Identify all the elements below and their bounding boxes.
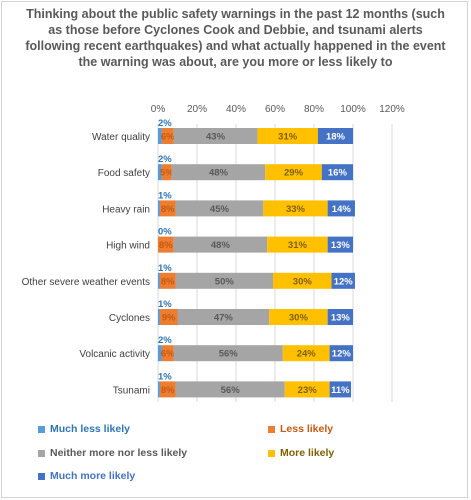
bar-segment	[159, 200, 176, 217]
bar-segment	[159, 381, 176, 398]
data-label: 56%	[219, 349, 239, 360]
data-label: 30%	[293, 276, 313, 287]
bar-segment	[173, 236, 268, 253]
data-label: 2%	[158, 335, 172, 346]
data-label: 14%	[332, 204, 352, 215]
data-label: 13%	[331, 240, 351, 251]
data-label: 5%	[160, 168, 174, 179]
data-label: 0%	[158, 227, 172, 238]
bar-segment	[177, 309, 270, 325]
x-tick-label: 20%	[187, 104, 207, 115]
bar-segment	[161, 345, 174, 362]
bar-segment	[263, 200, 328, 217]
bar-segment	[331, 272, 355, 289]
category-label: High wind	[106, 241, 150, 252]
x-tick-label: 0%	[151, 104, 166, 115]
bar-segment	[329, 381, 352, 398]
bar-segment	[158, 345, 162, 362]
bar-segment	[257, 128, 318, 144]
data-label: 29%	[284, 168, 304, 179]
bar-segment	[171, 164, 266, 181]
bar-segment	[327, 236, 353, 253]
data-label: 47%	[214, 313, 234, 324]
data-label: 23%	[298, 385, 318, 396]
x-tick-label: 120%	[379, 104, 405, 115]
data-label: 1%	[158, 263, 172, 274]
data-label: 8%	[161, 276, 175, 287]
data-label: 2%	[158, 154, 172, 165]
bar-segment	[158, 128, 162, 144]
data-label: 6%	[161, 132, 175, 143]
data-label: 50%	[215, 276, 235, 287]
data-label: 48%	[211, 240, 231, 251]
x-tick-label: 80%	[304, 104, 324, 115]
data-label: 31%	[278, 132, 298, 143]
x-tick-label: 60%	[265, 104, 285, 115]
bar-segment	[269, 309, 328, 325]
category-label: Heavy rain	[102, 204, 150, 215]
data-label: 13%	[331, 313, 351, 324]
data-label: 6%	[161, 349, 175, 360]
data-label: 45%	[210, 204, 230, 215]
bar-segment	[175, 272, 274, 289]
data-label: 56%	[221, 385, 241, 396]
bar-segment	[158, 200, 160, 217]
bar-segment	[158, 164, 162, 181]
data-label: 24%	[297, 349, 317, 360]
bar-segment	[321, 164, 353, 181]
data-label: 12%	[334, 276, 354, 287]
bar-segment	[267, 236, 328, 253]
category-label: Food safety	[98, 168, 150, 179]
data-label: 1%	[158, 371, 172, 382]
category-label: Water quality	[92, 132, 150, 143]
data-label: 12%	[332, 349, 352, 360]
bar-segment	[158, 236, 174, 253]
category-label: Other severe weather events	[22, 277, 150, 288]
x-tick-label: 40%	[226, 104, 246, 115]
data-label: 1%	[158, 299, 172, 310]
x-tick-label: 100%	[340, 104, 366, 115]
data-label: 11%	[331, 385, 350, 396]
bar-segment	[173, 128, 258, 144]
bar-segment	[329, 345, 353, 362]
bar-segment	[173, 345, 283, 362]
bar-segment	[327, 309, 353, 325]
data-label: 9%	[162, 313, 176, 324]
category-label: Tsunami	[113, 385, 150, 396]
bar-segment	[265, 164, 322, 181]
bar-segment	[273, 272, 332, 289]
bar-segment	[175, 381, 285, 398]
data-label: 1%	[158, 190, 172, 201]
bar-segment	[282, 345, 330, 362]
data-label: 8%	[161, 385, 175, 396]
data-label: 18%	[326, 132, 346, 143]
bar-segment	[158, 309, 160, 325]
data-label: 30%	[289, 313, 309, 324]
data-label: 2%	[158, 118, 172, 129]
bar-segment	[159, 272, 176, 289]
data-label: 16%	[328, 168, 348, 179]
bar-segment	[158, 272, 160, 289]
bar-segment	[175, 200, 264, 217]
bar-segment	[161, 128, 174, 144]
data-label: 31%	[288, 240, 308, 251]
data-label: 33%	[286, 204, 306, 215]
data-label: 43%	[206, 132, 226, 143]
category-label: Cyclones	[109, 313, 150, 324]
bar-segment	[284, 381, 330, 398]
chart-title: Thinking about the public safety warning…	[25, 7, 446, 69]
bar-segment	[159, 309, 178, 325]
data-label: 8%	[161, 204, 175, 215]
bar-segment	[317, 128, 353, 144]
category-label: Volcanic activity	[79, 349, 150, 360]
data-label: 48%	[209, 168, 229, 179]
data-label: 8%	[159, 240, 173, 251]
bar-segment	[327, 200, 355, 217]
bar-segment	[161, 164, 172, 181]
bar-segment	[158, 381, 160, 398]
